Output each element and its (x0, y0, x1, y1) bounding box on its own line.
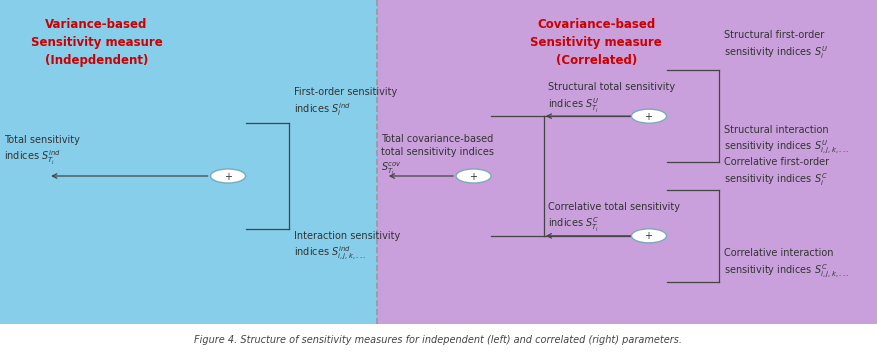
Text: Interaction sensitivity
indices $S_{i,j,k,...}^{ind}$: Interaction sensitivity indices $S_{i,j,… (294, 231, 400, 262)
Text: Variance-based
Sensitivity measure
(Indepdendent): Variance-based Sensitivity measure (Inde… (31, 18, 162, 67)
Circle shape (210, 169, 246, 183)
Text: Correlative total sensitivity
indices $S_{T_i}^{C}$: Correlative total sensitivity indices $S… (548, 202, 681, 234)
Text: Correlative first-order
sensitivity indices $S_i^{C}$: Correlative first-order sensitivity indi… (724, 157, 829, 188)
Circle shape (631, 109, 667, 123)
Bar (377, 0, 877, 324)
Bar (0, 0, 377, 324)
Text: Structural interaction
sensitivity indices $S_{i,j,k,...}^{U}$: Structural interaction sensitivity indic… (724, 125, 848, 157)
Text: Structural total sensitivity
indices $S_{T_i}^{U}$: Structural total sensitivity indices $S_… (548, 82, 675, 115)
Circle shape (456, 169, 491, 183)
Text: $+$: $+$ (469, 170, 478, 182)
Text: First-order sensitivity
indices $S_i^{ind}$: First-order sensitivity indices $S_i^{in… (294, 87, 397, 118)
Text: Covariance-based
Sensitivity measure
(Correlated): Covariance-based Sensitivity measure (Co… (531, 18, 662, 67)
Text: $+$: $+$ (645, 230, 653, 241)
Text: Total covariance-based
total sensitivity indices
$S_{T_i}^{cov}$: Total covariance-based total sensitivity… (381, 134, 495, 177)
Text: Total sensitivity
indices $S_{T_i}^{ind}$: Total sensitivity indices $S_{T_i}^{ind}… (4, 135, 81, 168)
Text: $+$: $+$ (224, 170, 232, 182)
Circle shape (631, 229, 667, 243)
Text: $+$: $+$ (645, 111, 653, 122)
Text: Correlative interaction
sensitivity indices $S_{i,j,k,...}^{C}$: Correlative interaction sensitivity indi… (724, 248, 848, 280)
Text: Figure 4. Structure of sensitivity measures for independent (left) and correlate: Figure 4. Structure of sensitivity measu… (195, 335, 682, 345)
Text: Structural first-order
sensitivity indices $S_i^{U}$: Structural first-order sensitivity indic… (724, 30, 827, 61)
